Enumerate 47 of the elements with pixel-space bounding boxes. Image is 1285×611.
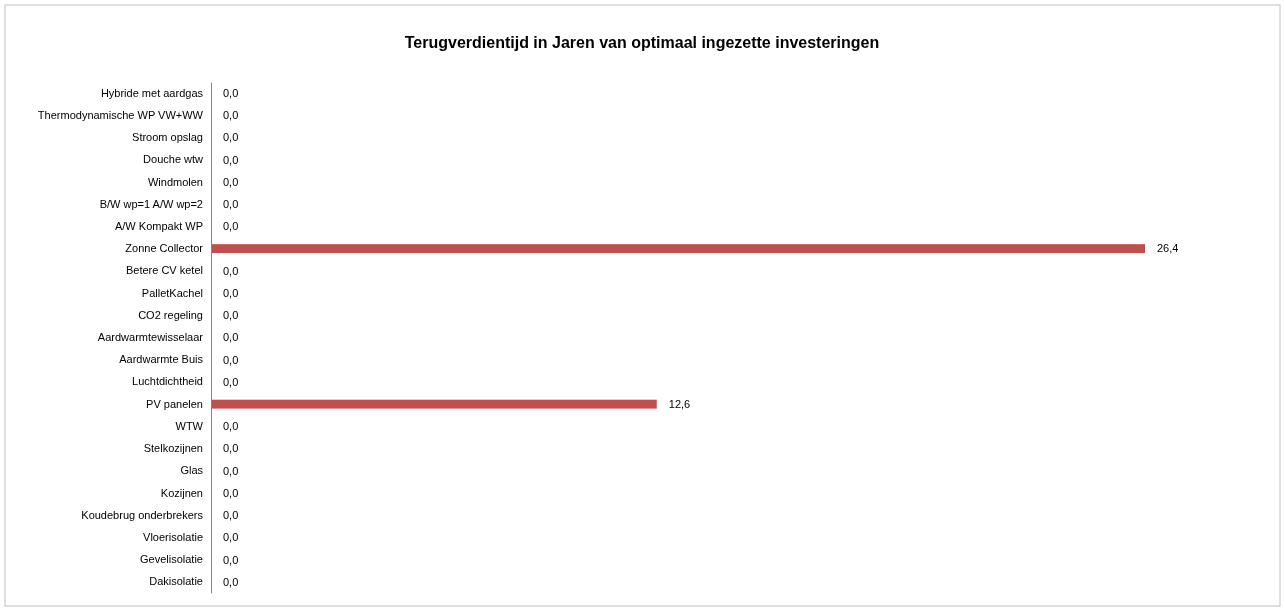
y-tick-label: Vloerisolatie [143,530,203,543]
data-label: 0,0 [223,531,239,544]
y-tick-label: PalletKachel [141,286,203,299]
y-tick-label: Betere CV ketel [125,264,203,277]
y-tick-label: Douche wtw [143,153,204,166]
data-label: 0,0 [223,442,239,455]
data-label: 0,0 [223,375,239,388]
y-tick-label: CO2 regeling [138,308,203,321]
data-label: 0,0 [223,86,239,99]
data-label: 26,4 [1157,242,1179,255]
data-label: 0,0 [223,198,239,211]
y-tick-label: PV panelen [146,397,203,410]
data-label: 0,0 [223,575,239,588]
y-tick-label: WTW [175,419,204,432]
y-tick-label: Hybride met aardgas [100,86,204,99]
y-tick-label: Zonne Collector [125,242,204,255]
data-label: 12,6 [668,398,691,410]
data-label: 0,0 [223,331,239,344]
data-label: 0,0 [223,309,239,322]
data-label: 0,0 [223,420,239,433]
data-label: 0,0 [223,264,239,277]
y-tick-label: Glas [180,464,204,477]
data-label: 0,0 [223,464,239,477]
y-tick-label: Aardwarmtewisselaar [97,331,204,344]
data-label: 0,0 [223,353,239,366]
y-tick-label: B/W wp=1 A/W wp=2 [99,197,203,210]
y-tick-label: Stroom opslag [132,131,203,144]
y-tick-label: Stelkozijnen [143,442,203,455]
y-tick-label: A/W Kompakt WP [114,219,203,232]
y-tick-label: Aardwarmte Buis [119,353,204,366]
y-tick-label: Windmolen [147,175,203,188]
data-label: 0,0 [223,286,239,299]
y-tick-label: Gevelisolatie [140,553,203,566]
y-tick-label: Koudebrug onderbrekers [81,508,204,521]
data-label: 0,0 [223,109,239,122]
data-label: 0,0 [223,509,239,522]
data-label: 0,0 [223,131,239,144]
data-label: 0,0 [223,175,239,188]
y-tick-label: Thermodynamische WP VW+WW [37,108,204,121]
y-tick-label: Dakisolatie [149,575,203,588]
data-label: 0,0 [223,153,239,166]
data-label: 0,0 [223,220,239,233]
y-tick-label: Luchtdichtheid [132,375,203,388]
data-label: 0,0 [223,486,239,499]
data-label: 0,0 [223,553,239,566]
chart-title: Terugverdientijd in Jaren van optimaal ingezette investeringen [404,34,880,51]
y-tick-label: Kozijnen [160,486,203,499]
